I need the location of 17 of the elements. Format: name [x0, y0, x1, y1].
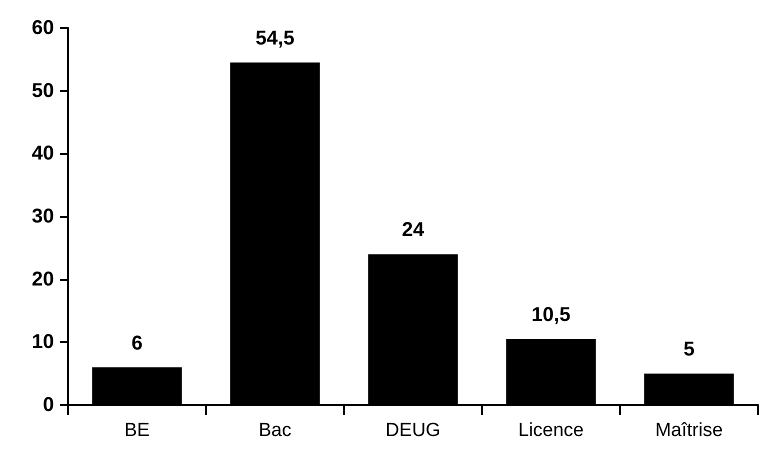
y-tick-label: 0 — [42, 394, 54, 416]
y-tick-label: 20 — [32, 268, 54, 290]
y-tick-label: 50 — [32, 80, 54, 102]
data-label: 24 — [402, 219, 425, 242]
data-label: 10,5 — [532, 304, 570, 326]
y-tick-label: 60 — [32, 17, 54, 39]
y-tick-label: 10 — [32, 331, 54, 354]
x-tick-label: DEUG — [386, 420, 440, 441]
data-label: 54,5 — [256, 28, 294, 50]
y-tick-label: 40 — [32, 142, 54, 165]
data-label: 6 — [131, 332, 143, 354]
x-tick-label: Maîtrise — [655, 420, 723, 441]
x-tick-label: Bac — [258, 420, 292, 441]
data-label: 5 — [683, 338, 695, 361]
y-tick-label: 30 — [32, 206, 54, 228]
x-tick-label: Licence — [518, 420, 584, 441]
x-tick-label: BE — [124, 420, 150, 441]
